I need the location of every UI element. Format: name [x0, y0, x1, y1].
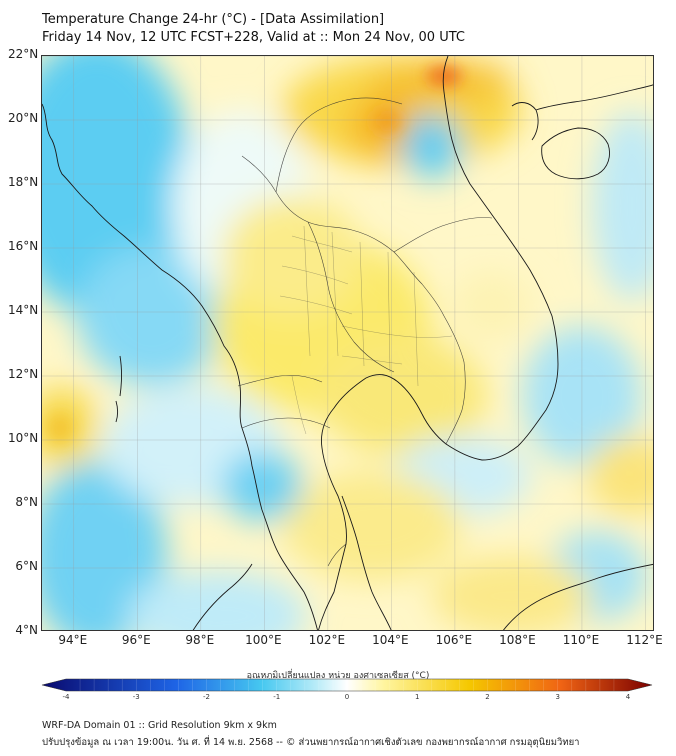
footer-credit: ปรับปรุงข้อมูล ณ เวลา 19:00น. วัน ศ. ที่…: [42, 737, 580, 748]
lat-tick-label: 4°N: [15, 623, 38, 637]
colorbar-tick-label: -1: [273, 693, 281, 701]
colorbar-title: อุณหภูมิเปลี่ยนแปลง หน่วย องศาเซลเซียส (…: [246, 671, 430, 681]
temperature-map: [42, 56, 653, 630]
lon-tick-label: 98°E: [185, 633, 215, 647]
lat-tick-label: 16°N: [8, 239, 39, 253]
lat-tick-label: 18°N: [8, 175, 39, 189]
lon-tick-label: 102°E: [308, 633, 346, 647]
colorbar-tick-label: -4: [62, 693, 70, 701]
temperature-hotspots: [48, 67, 462, 442]
coastlines: [42, 56, 653, 630]
footer-model-info: WRF-DA Domain 01 :: Grid Resolution 9km …: [42, 720, 277, 731]
province-borders: [279, 225, 453, 435]
lat-tick-label: 22°N: [8, 47, 39, 61]
chart-subtitle: Friday 14 Nov, 12 UTC FCST+228, Valid at…: [42, 30, 465, 45]
colorbar-tick-label: 3: [555, 693, 560, 701]
temperature-field: [42, 56, 653, 630]
lon-tick-label: 112°E: [626, 633, 663, 647]
lon-tick-label: 96°E: [121, 633, 151, 647]
lat-tick-label: 20°N: [8, 111, 39, 125]
national-borders: [237, 97, 493, 567]
colorbar: [41, 678, 653, 692]
colorbar-gradient: [41, 678, 653, 692]
colorbar-tick-label: -2: [203, 693, 210, 701]
lat-tick-label: 12°N: [8, 367, 39, 381]
lon-tick-label: 94°E: [58, 633, 88, 647]
lat-tick-label: 14°N: [8, 303, 39, 317]
lat-tick-label: 8°N: [15, 495, 38, 509]
lon-tick-label: 100°E: [245, 633, 282, 647]
colorbar-tick-label: 2: [485, 693, 490, 701]
lon-tick-label: 106°E: [435, 633, 473, 647]
map-panel[interactable]: [41, 55, 654, 631]
chart-title: Temperature Change 24-hr (°C) - [Data As…: [42, 12, 385, 27]
lon-tick-label: 104°E: [372, 633, 409, 647]
lon-tick-label: 108°E: [499, 633, 536, 647]
colorbar-tick-label: 4: [625, 693, 631, 701]
map-gridlines: [42, 56, 653, 630]
lat-tick-label: 6°N: [15, 559, 38, 573]
colorbar-tick-label: -3: [132, 693, 140, 701]
lat-tick-label: 10°N: [8, 431, 39, 445]
lon-tick-label: 110°E: [562, 633, 600, 647]
colorbar-tick-label: 1: [415, 693, 420, 701]
colorbar-tick-label: 0: [344, 693, 350, 701]
